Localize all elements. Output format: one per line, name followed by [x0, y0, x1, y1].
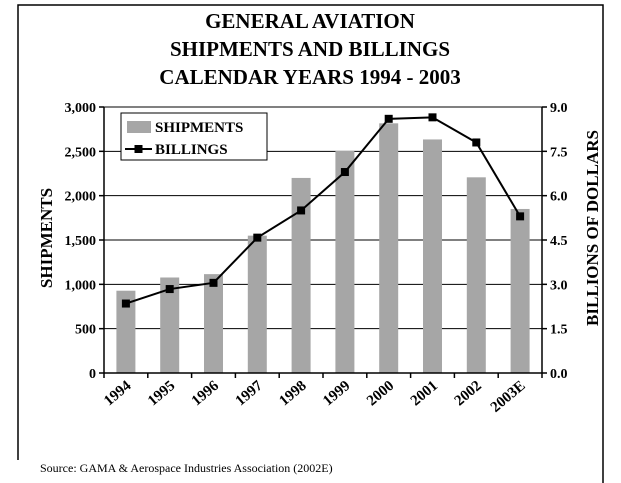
point-billings-1999 [340, 168, 349, 177]
axes [99, 106, 547, 378]
chart-title-line-2: SHIPMENTS AND BILLINGS [170, 37, 450, 61]
x-tick-label-1999: 1999 [320, 378, 353, 410]
right-tick-label: 4.5 [550, 234, 568, 249]
bar-shipments-1994 [116, 290, 136, 373]
point-billings-1996 [209, 278, 218, 287]
point-billings-2000 [384, 114, 393, 123]
left-tick-labels: 0 500 1,000 1,500 2,000 2,500 3,000 [65, 101, 97, 382]
x-tick-label-1997: 1997 [233, 377, 267, 409]
bar-shipments-2003E [510, 208, 530, 373]
point-billings-1997 [253, 233, 262, 242]
left-tick-label: 0 [89, 367, 96, 382]
legend-label-billings: BILLINGS [155, 142, 228, 158]
x-tick-labels: 1994 1995 1996 1997 1998 1999 2000 2001 2002 2003… [101, 377, 528, 415]
legend-swatch-shipments [127, 121, 151, 133]
right-tick-labels: 0.0 1.5 3.0 4.5 6.0 7.5 9.0 [550, 101, 568, 382]
line-billings [125, 116, 521, 305]
bar-shipments-1997 [247, 235, 267, 373]
bar-shipments-1996 [204, 274, 223, 373]
right-tick-label: 0.0 [550, 367, 568, 382]
point-billings-1998 [297, 206, 306, 215]
bar-shipments-2000 [379, 123, 399, 373]
right-tick-label: 6.0 [550, 190, 568, 205]
legend-label-shipments: SHIPMENTS [155, 120, 243, 136]
legend-box [120, 112, 268, 161]
billings-line [121, 113, 525, 308]
left-tick-label: 2,000 [65, 190, 97, 205]
x-tick-label-1998: 1998 [276, 378, 309, 410]
shipments-bars [116, 123, 530, 373]
x-tick-label-1995: 1995 [145, 378, 178, 410]
point-billings-2003E [516, 212, 525, 221]
left-tick-label: 1,000 [65, 278, 97, 293]
point-billings-1995 [165, 285, 174, 294]
point-billings-2002 [472, 138, 481, 147]
source-note: Source: GAMA & Aerospace Industries Asso… [40, 461, 333, 475]
x-tick-label-1996: 1996 [189, 377, 223, 409]
left-tick-label: 2,500 [65, 145, 97, 160]
chart-title-line-1: GENERAL AVIATION [205, 9, 415, 33]
x-tick-label-2003E: 2003E [488, 378, 529, 416]
bar-shipments-1998 [291, 177, 311, 373]
legend: SHIPMENTS BILLINGS [120, 112, 268, 161]
x-tick-label-1994: 1994 [101, 377, 135, 409]
outer-border [17, 4, 604, 483]
bar-shipments-2002 [466, 177, 486, 373]
left-tick-label: 3,000 [65, 101, 97, 116]
point-billings-1994 [121, 299, 130, 308]
left-tick-label: 1,500 [65, 234, 97, 249]
point-billings-2001 [428, 113, 437, 122]
x-tick-label-2002: 2002 [452, 378, 485, 410]
bar-shipments-1999 [335, 150, 355, 373]
chart-title-line-3: CALENDAR YEARS 1994 - 2003 [159, 65, 460, 89]
legend-marker-billings [134, 145, 143, 153]
x-tick-label-2000: 2000 [364, 378, 397, 410]
bar-shipments-2001 [423, 139, 442, 373]
right-tick-label: 9.0 [550, 101, 568, 116]
right-tick-label: 3.0 [550, 278, 568, 293]
bar-shipments-1995 [160, 277, 180, 373]
right-tick-label: 7.5 [550, 145, 568, 160]
y-axis-label-right: BILLIONS OF DOLLARS [583, 130, 602, 326]
left-tick-label: 500 [75, 323, 96, 338]
y-axis-label-left: SHIPMENTS [37, 188, 56, 288]
right-tick-label: 1.5 [550, 323, 568, 338]
x-tick-label-2001: 2001 [408, 378, 441, 410]
